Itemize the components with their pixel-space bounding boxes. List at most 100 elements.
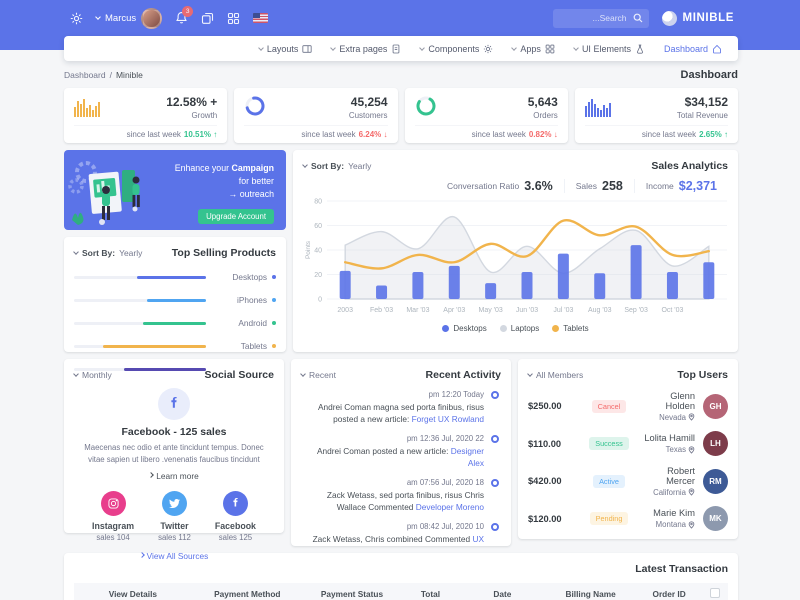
apps-grid-icon[interactable]	[227, 12, 240, 25]
source-instagram[interactable]: Instagram sales 104	[92, 491, 134, 542]
activity-link[interactable]: Designer Alex	[450, 446, 484, 469]
svg-text:Jun '03: Jun '03	[516, 307, 538, 314]
brand-logo[interactable]: MINIBLE	[661, 10, 734, 26]
view-all-sources-link[interactable]: View All Sources	[138, 551, 208, 561]
product-name: iPhones	[237, 295, 267, 305]
svg-text:20: 20	[314, 272, 322, 279]
svg-text:May '03: May '03	[478, 307, 502, 314]
product-name: Tablets	[240, 341, 267, 351]
language-flag-icon[interactable]	[253, 13, 269, 23]
product-dot-icon	[272, 344, 276, 348]
activity-link[interactable]: UX Murphy	[472, 534, 484, 545]
legend-item[interactable]: Laptops	[499, 324, 539, 333]
stat-note: since last week	[126, 130, 181, 139]
user-amount: $250.00	[528, 401, 562, 411]
social-description: Maecenas nec odio et ante tincidunt temp…	[84, 443, 264, 464]
chevron-down-icon	[73, 249, 79, 255]
activity-item: pm 12:20 Today Andrei Coman magna sed po…	[301, 390, 501, 425]
user-avatar[interactable]: MK	[703, 506, 728, 531]
chevron-down-icon	[73, 371, 79, 377]
stat-note: since last week	[471, 130, 526, 139]
upgrade-account-button[interactable]: Upgrade Account	[198, 208, 274, 224]
activity-date: am 07:56 Jul, 2020 18	[406, 478, 484, 488]
legend-item[interactable]: Desktops	[442, 324, 487, 333]
latest-transaction-title: Latest Transaction	[635, 563, 728, 575]
nav-item-components[interactable]: Components	[419, 44, 493, 54]
promo-card: Enhance your Campaign for better → outrea…	[64, 150, 286, 230]
chevron-down-icon	[300, 371, 306, 377]
svg-text:Mar '03: Mar '03	[406, 307, 429, 314]
user-row: $250.00 Cancel Glenn Holden Nevada GH	[528, 391, 728, 422]
nav-item-layouts[interactable]: Layouts	[257, 44, 313, 54]
location-pin-icon	[688, 413, 695, 421]
chevron-down-icon	[573, 44, 579, 51]
user-avatar[interactable]: GH	[703, 393, 728, 419]
user-menu[interactable]: Marcus	[95, 7, 163, 29]
user-row: $420.00 Active Robert Mercer California …	[528, 466, 728, 497]
learn-more-link[interactable]: Learn more	[148, 471, 199, 481]
user-avatar[interactable]: RM	[703, 468, 728, 494]
top-selling-sort-dropdown[interactable]: Sort By: Yearly	[73, 248, 142, 258]
users-sort-dropdown[interactable]: All Members	[527, 370, 583, 380]
col-view-details: View Details	[74, 583, 192, 600]
timeline-dot-icon	[491, 435, 499, 444]
metric-sales: Sales 258	[563, 179, 634, 193]
product-dot-icon	[272, 298, 276, 302]
search-icon[interactable]	[633, 13, 643, 23]
legend-item[interactable]: Tablets	[552, 324, 589, 333]
nav-item-extra-pages[interactable]: Extra pages	[330, 44, 401, 54]
user-avatar[interactable]: LH	[703, 431, 728, 456]
chart-legend: Desktops Laptops Tablets	[303, 324, 728, 333]
stat-label: Growth	[191, 111, 218, 120]
nav-item-ui-elements[interactable]: UI Elements	[573, 44, 645, 54]
user-avatar[interactable]	[141, 7, 163, 29]
status-badge: Cancel	[591, 399, 627, 413]
fullscreen-icon[interactable]	[201, 12, 214, 25]
user-row: $110.00 Success Lolita Hamill Texas LH	[528, 431, 728, 456]
promo-text: Enhance your Campaign for better → outrea…	[174, 163, 274, 200]
progress-track	[74, 344, 206, 348]
chevron-down-icon	[257, 44, 264, 51]
social-sort-dropdown[interactable]: Monthly	[73, 370, 112, 380]
product-row: Tablets	[74, 341, 276, 351]
location-pin-icon	[688, 445, 695, 454]
breadcrumb: Dashboard / Minible	[64, 70, 143, 80]
product-dot-icon	[272, 275, 276, 279]
svg-text:80: 80	[314, 199, 322, 206]
col-date: Date	[459, 583, 545, 600]
home-icon	[712, 44, 722, 54]
chevron-down-icon	[302, 162, 308, 168]
user-name: Lolita Hamill	[644, 433, 695, 443]
chevron-down-icon	[419, 44, 426, 51]
metric-conversation-ratio: Conversation Ratio 3.6%	[446, 179, 553, 193]
search-box	[552, 8, 649, 28]
stat-card-orders: 5,643 Orders since last week 0.82% ↓	[404, 88, 568, 143]
activity-sort-dropdown[interactable]: Recent	[300, 370, 336, 380]
product-name: Android	[238, 318, 267, 328]
stat-note: since last week	[301, 130, 356, 139]
stat-change: 0.82% ↓	[528, 130, 558, 139]
timeline-dot-icon	[491, 523, 499, 532]
top-users-title: Top Users	[677, 369, 728, 381]
twitter-icon	[161, 491, 187, 517]
chevron-down-icon	[511, 44, 518, 51]
nav-item-apps[interactable]: Apps	[511, 44, 555, 54]
settings-gear-icon[interactable]	[70, 12, 83, 25]
source-twitter[interactable]: Twitter sales 112	[158, 491, 191, 542]
stat-value: 45,254	[350, 95, 388, 109]
sales-sort-dropdown[interactable]: Sort By: Yearly	[302, 161, 371, 171]
chevron-right-icon	[148, 472, 155, 479]
select-all-checkbox[interactable]	[709, 588, 720, 598]
source-facebook[interactable]: Facebook sales 125	[215, 491, 256, 542]
notifications-bell-icon[interactable]: 3	[175, 6, 194, 25]
nav-item-dashboard[interactable]: Dashboard	[664, 44, 722, 54]
activity-link[interactable]: Forget UX Rowland	[411, 414, 484, 425]
chevron-right-icon	[138, 552, 145, 559]
metric-income: Income $2,371	[633, 179, 728, 193]
breadcrumb-root[interactable]: Dashboard	[64, 70, 106, 80]
activity-link[interactable]: Developer Moreno	[415, 502, 484, 513]
svg-text:Aug '03: Aug '03	[588, 307, 612, 314]
stat-card-customers: 45,254 Customers since last week 6.24% ↓	[234, 88, 398, 143]
product-dot-icon	[272, 321, 276, 325]
search-input[interactable]	[552, 8, 649, 28]
